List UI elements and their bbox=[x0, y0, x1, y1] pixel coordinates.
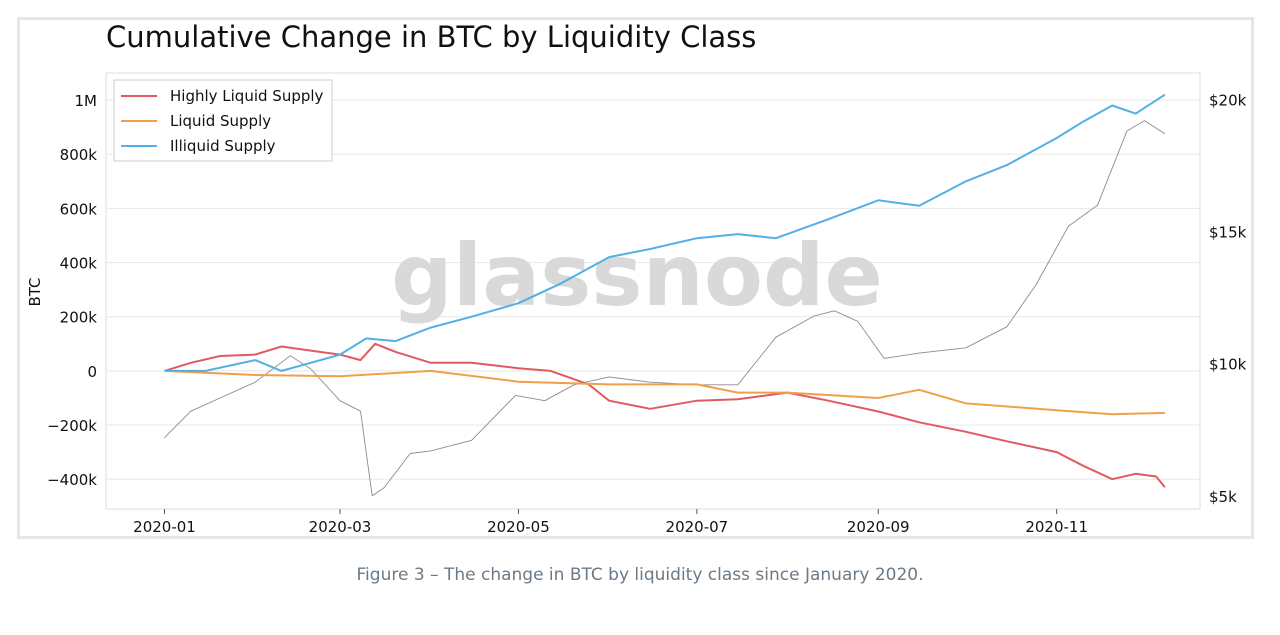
y-axis-ticks: 1M 800k 600k 400k 200k 0 −200k −400k bbox=[47, 92, 97, 489]
y2-axis-ticks: $20k $15k $10k $5k bbox=[1209, 91, 1247, 505]
y-tick-label: 400k bbox=[60, 255, 98, 273]
y2-tick-label: $20k bbox=[1209, 91, 1247, 109]
y-tick-label: −200k bbox=[47, 417, 97, 435]
legend-label: Illiquid Supply bbox=[170, 137, 276, 155]
watermark: glassnode bbox=[391, 226, 883, 326]
x-tick-label: 2020-03 bbox=[309, 518, 372, 536]
x-tick-label: 2020-09 bbox=[847, 518, 910, 536]
y-tick-label: 1M bbox=[75, 92, 98, 110]
series-line-highly-liquid-supply bbox=[164, 342, 1166, 488]
series-line-liquid-supply bbox=[164, 369, 1165, 416]
y-tick-label: −400k bbox=[47, 471, 97, 489]
y-tick-label: 600k bbox=[60, 200, 98, 218]
plot-area bbox=[105, 72, 1201, 510]
legend-label: Highly Liquid Supply bbox=[170, 87, 324, 105]
y2-tick-label: $15k bbox=[1209, 224, 1247, 242]
x-axis-ticks: 2020-01 2020-03 2020-05 2020-07 2020-09 2020-… bbox=[133, 509, 1088, 536]
x-tick-label: 2020-11 bbox=[1025, 518, 1088, 536]
figure-caption: Figure 3 – The change in BTC by liquidit… bbox=[356, 565, 924, 585]
series-layer bbox=[164, 93, 1166, 497]
chart-title: Cumulative Change in BTC by Liquidity Cl… bbox=[106, 20, 757, 54]
y-tick-label: 800k bbox=[60, 146, 98, 164]
y-tick-label: 200k bbox=[60, 309, 98, 327]
y-tick-label: 0 bbox=[87, 363, 97, 381]
y2-tick-label: $5k bbox=[1209, 488, 1237, 506]
x-tick-label: 2020-07 bbox=[666, 518, 729, 536]
legend: Highly Liquid Supply Liquid Supply Illiqui… bbox=[113, 79, 333, 162]
x-tick-label: 2020-01 bbox=[133, 518, 196, 536]
legend-label: Liquid Supply bbox=[170, 112, 271, 130]
series-line-illiquid-supply bbox=[164, 93, 1166, 372]
x-tick-label: 2020-05 bbox=[487, 518, 550, 536]
y2-tick-label: $10k bbox=[1209, 356, 1247, 374]
y-axis-label: BTC bbox=[26, 277, 44, 306]
series-line-btc-price bbox=[164, 120, 1166, 497]
